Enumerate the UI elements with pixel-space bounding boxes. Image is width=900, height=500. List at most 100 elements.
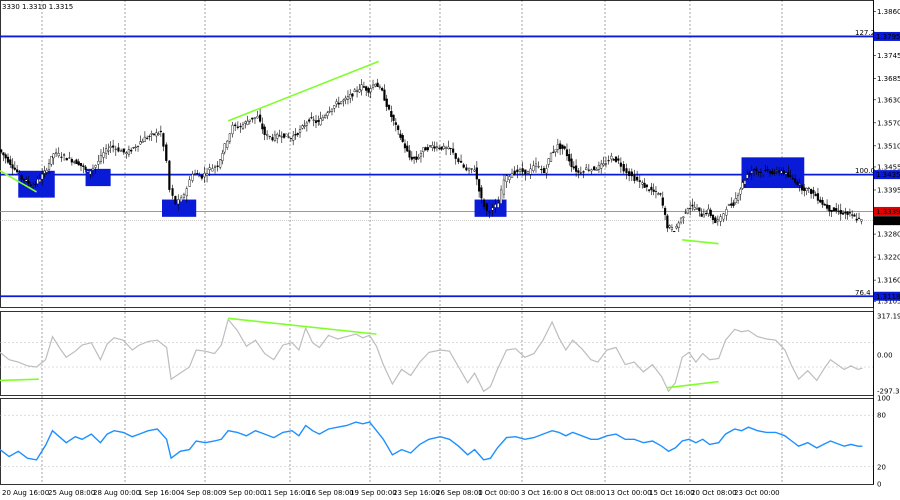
- candle-body: [805, 188, 808, 191]
- candle: [394, 118, 397, 132]
- candle-body: [628, 171, 631, 176]
- candle-body: [70, 159, 73, 163]
- candle: [796, 179, 799, 187]
- candle: [256, 110, 259, 119]
- candle: [828, 205, 831, 217]
- candle-body: [344, 97, 347, 100]
- x-tick-label: 16 Sep 08:00: [307, 489, 354, 497]
- rsi-line: [0, 421, 863, 461]
- candle-body: [308, 119, 311, 122]
- candle: [595, 167, 598, 172]
- candle-body: [62, 154, 66, 156]
- candle: [196, 169, 199, 175]
- candle-body: [0, 149, 3, 153]
- candle: [182, 192, 186, 200]
- candle: [755, 166, 758, 175]
- candle: [107, 143, 110, 156]
- candle: [794, 174, 797, 185]
- candle: [654, 186, 658, 199]
- candle: [253, 117, 257, 125]
- candle-body: [716, 219, 719, 222]
- candle-body: [99, 154, 103, 162]
- candle-body: [263, 126, 266, 135]
- candle-body: [381, 87, 384, 91]
- candle-body: [807, 187, 810, 190]
- y-tick-label: 1.3455: [877, 163, 900, 171]
- candle: [104, 144, 108, 160]
- candle-body: [371, 84, 375, 88]
- divergence-trendline: [227, 60, 380, 122]
- candle: [349, 89, 352, 104]
- candle-body: [185, 188, 188, 197]
- candle: [805, 187, 808, 196]
- fib-level-label: 100.0: [855, 167, 875, 175]
- candle: [193, 169, 197, 176]
- candle: [248, 119, 251, 125]
- candle-body: [4, 154, 7, 159]
- candle: [180, 194, 183, 203]
- candle: [743, 179, 747, 188]
- candle: [339, 101, 343, 105]
- candle: [223, 143, 226, 155]
- candle: [367, 86, 370, 97]
- candle: [841, 209, 845, 215]
- candle: [168, 160, 171, 193]
- candle-body: [27, 180, 30, 184]
- candle-body: [675, 226, 678, 229]
- candle-body: [467, 167, 471, 171]
- candle-body: [287, 136, 290, 138]
- candle: [73, 160, 76, 165]
- candle-body: [84, 166, 87, 170]
- candle: [798, 178, 801, 192]
- candle: [91, 164, 95, 177]
- candle-body: [780, 170, 783, 174]
- candle-body: [565, 149, 569, 157]
- candle: [415, 150, 418, 163]
- current-level-tag: [874, 206, 900, 216]
- candle: [693, 201, 696, 211]
- candle: [157, 131, 160, 136]
- candle: [208, 163, 211, 177]
- candle: [435, 141, 439, 152]
- candle-body: [684, 212, 687, 214]
- candle-body: [34, 183, 37, 185]
- candle-body: [41, 173, 44, 180]
- candle: [764, 164, 767, 172]
- candle-body: [200, 174, 204, 179]
- candle-body: [816, 193, 820, 201]
- candle-body: [256, 115, 259, 119]
- candle-body: [830, 210, 833, 212]
- candle-body: [743, 180, 747, 185]
- candle-body: [449, 148, 452, 150]
- candle-body: [79, 162, 83, 167]
- candle-body: [397, 125, 400, 130]
- candle-body: [764, 169, 767, 171]
- candle-body: [221, 153, 224, 161]
- candle: [82, 163, 85, 174]
- candle-body: [11, 164, 14, 169]
- candle-body: [534, 163, 538, 167]
- candle-body: [422, 147, 425, 152]
- candle-body: [585, 167, 588, 170]
- candle-body: [556, 144, 559, 150]
- candle-body: [253, 117, 257, 119]
- candle-body: [146, 137, 149, 139]
- candle-body: [473, 169, 476, 172]
- candle: [549, 152, 553, 162]
- candle-body: [367, 87, 370, 93]
- candle-body: [725, 209, 728, 216]
- level-price-tag-text: 1.3435: [876, 171, 900, 179]
- candle: [75, 158, 78, 165]
- candle-body: [778, 170, 781, 173]
- candle-body: [13, 167, 16, 170]
- candle: [413, 156, 416, 164]
- candle-body: [162, 133, 165, 147]
- candle: [563, 145, 566, 151]
- candle: [374, 83, 377, 88]
- candle-body: [216, 165, 219, 167]
- candle-body: [355, 90, 359, 92]
- candle: [648, 188, 651, 193]
- candle-body: [773, 172, 776, 174]
- candle-body: [374, 84, 377, 87]
